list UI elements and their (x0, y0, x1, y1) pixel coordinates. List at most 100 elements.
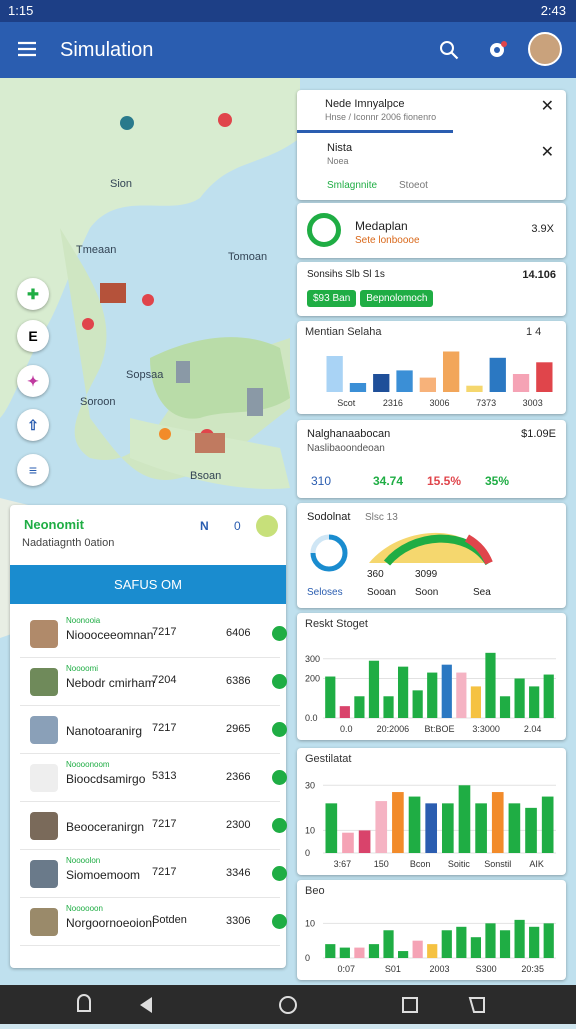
chart-card: Reskt Stoget 0.0 200 300 0.0 20:2006 Bt:BOE 3:3… (297, 613, 566, 740)
chart-title: Reskt Stoget (305, 618, 368, 630)
item-name: Siomoemoom (66, 868, 141, 882)
panel-subtitle: Nadatiagnth 0ation (22, 537, 115, 549)
map-button[interactable]: ✚ (17, 278, 49, 310)
nav-extra[interactable] (468, 997, 485, 1013)
nav-back[interactable] (140, 997, 152, 1013)
list-item[interactable]: Noooomi Nebodr cmirham 7204 6386 (20, 658, 287, 706)
chart-title: Beo (305, 885, 325, 897)
chart: Beo 0 10 0:07 S01 2003 S300 20:35 (305, 885, 556, 974)
app-bar: Simulation (0, 22, 576, 78)
bar (375, 801, 388, 853)
nav-home[interactable] (77, 994, 91, 1012)
x-tick-label: 2.04 (524, 724, 542, 734)
avatar[interactable] (528, 32, 562, 66)
x-tick-label: 3:67 (334, 859, 352, 869)
x-tick-label: Bcon (410, 859, 431, 869)
summary-subtitle: Naslibaoondeoan (307, 443, 385, 454)
item-thumb (30, 668, 58, 696)
item-check (272, 626, 287, 641)
x-tick-label: 20:2006 (377, 724, 410, 734)
primary-button[interactable]: SAFUS OM (10, 565, 286, 604)
bar (485, 923, 496, 958)
list-item[interactable]: Nanotoaranirg 7217 2965 (20, 706, 287, 754)
featured-icon (307, 213, 341, 247)
bar (373, 374, 390, 392)
item-code: 7204 (152, 674, 177, 686)
item-tag: Noooomi (66, 664, 99, 673)
chart: Reskt Stoget 0.0 200 300 0.0 20:2006 Bt:BOE 3:3… (305, 618, 556, 734)
x-tick-label: Sonstil (484, 859, 511, 869)
x-tick-label: S01 (385, 964, 401, 974)
menu-button[interactable] (16, 40, 38, 58)
bar (326, 356, 343, 392)
bar (541, 796, 554, 853)
bar (412, 690, 423, 718)
bar (536, 362, 553, 392)
item-name: Nioooceeomnan (66, 628, 154, 642)
close-button[interactable]: ✕ (540, 98, 554, 115)
bar (475, 803, 487, 853)
close-button[interactable]: ✕ (540, 144, 554, 161)
metric: 35% (485, 474, 510, 488)
map-label: Tomoan (228, 251, 268, 263)
nav-recents[interactable] (402, 997, 418, 1013)
featured-card[interactable]: Medaplan Sete lonboooe 3.9X (297, 203, 566, 258)
list-item[interactable]: Noooolon Siomoemoom 7217 3346 (20, 850, 287, 898)
panel-title: Neonomit (24, 517, 84, 532)
map-button[interactable]: ≡ (17, 454, 49, 486)
list-item[interactable]: Noooooon Norgoornoeoionl Sotden 3306 (20, 898, 287, 946)
bar (396, 370, 413, 392)
item-value: 2366 (226, 771, 251, 783)
stats-card: Sonsihs Slb Sl 1s 14.106 $93 Ban Bepnolom… (297, 262, 566, 316)
map-button[interactable]: ⇧ (17, 409, 49, 441)
summary-card: Nalghanaabocan $1.09E Naslibaoondeoan 31… (297, 420, 566, 498)
pill[interactable]: $93 Ban (307, 290, 357, 307)
item-thumb (30, 716, 58, 744)
x-tick-label: S300 (476, 964, 497, 974)
y-tick-label: 0 (305, 953, 310, 963)
x-tick-label: 2316 (383, 398, 403, 408)
bar (383, 696, 394, 718)
x-tick-label: Scot (337, 398, 356, 408)
list-item[interactable]: Noonooia Nioooceeomnan 7217 6406 (20, 610, 287, 658)
panel-badge[interactable]: N (200, 519, 209, 533)
panel-badge[interactable]: 0 (234, 519, 241, 533)
search-label: Smlagnnite (327, 180, 378, 191)
metric: 34.74 (373, 474, 404, 488)
x-tick-label: 3003 (523, 398, 543, 408)
bar (412, 940, 423, 958)
progress (297, 130, 453, 133)
nav-circle[interactable] (279, 996, 297, 1014)
x-tick-label: 7373 (476, 398, 496, 408)
bar (349, 383, 367, 392)
map-label: Bsoan (190, 470, 222, 482)
settings-button[interactable] (486, 39, 508, 61)
panel-status (256, 515, 278, 537)
search-button[interactable] (438, 39, 460, 61)
bar (342, 832, 354, 853)
chart-card: Beo 0 10 0:07 S01 2003 S300 20:35 (297, 880, 566, 980)
x-tick-label: Soitic (448, 859, 471, 869)
notification-card: Nede Imnyalpce Hnse / Iconnr 2006 fionen… (297, 90, 566, 200)
bar (383, 930, 394, 958)
y-tick-label: 0 (305, 848, 310, 858)
search-input[interactable]: Stoeot (399, 180, 428, 191)
status-bar: 1:15 2:43 (0, 0, 576, 22)
list-item[interactable]: Noooonoom Bioocdsamirgo 5313 2366 (20, 754, 287, 802)
map-button[interactable]: E (17, 320, 49, 352)
stats-title: Sonsihs Slb Sl 1s (307, 269, 385, 280)
bar (408, 796, 421, 853)
x-tick-label: 3006 (429, 398, 449, 408)
bar (514, 678, 525, 718)
item-name: Beooceranirgn (66, 820, 145, 834)
metric: 15.5% (427, 474, 462, 488)
pill[interactable]: Bepnolomoch (360, 290, 434, 307)
map-button[interactable]: ✦ (17, 365, 49, 397)
item-thumb (30, 860, 58, 888)
map-label: Soroon (80, 396, 116, 408)
map-label: Sopsaa (126, 369, 164, 381)
item-value: 2300 (226, 819, 251, 831)
gauge-tag: Slsc 13 (365, 512, 398, 523)
x-tick-label: 0:07 (338, 964, 356, 974)
list-item[interactable]: Beooceranirgn 7217 2300 (20, 802, 287, 850)
